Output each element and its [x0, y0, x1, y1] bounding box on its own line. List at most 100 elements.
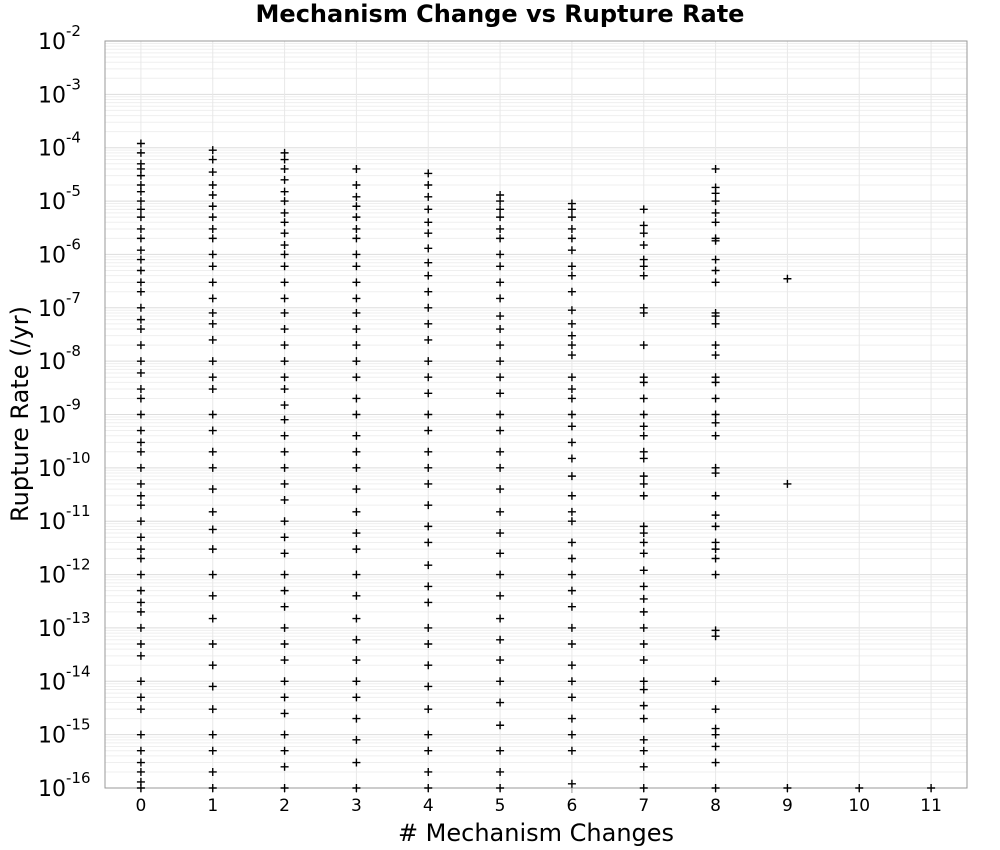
data-point: [424, 335, 433, 344]
data-point: [496, 389, 505, 398]
data-point: [496, 784, 505, 792]
data-point: [711, 431, 720, 440]
grid-lines: [105, 41, 967, 789]
data-point: [424, 479, 433, 488]
data-point: [711, 278, 720, 287]
data-point: [352, 164, 361, 173]
data-point: [208, 202, 217, 211]
data-point: [567, 554, 576, 563]
data-point: [424, 447, 433, 456]
data-point: [639, 538, 648, 547]
data-point: [136, 181, 145, 190]
data-point: [424, 767, 433, 776]
data-point: [136, 730, 145, 739]
data-point: [496, 410, 505, 419]
y-tick-base: 10: [38, 30, 66, 55]
data-point: [280, 730, 289, 739]
data-point: [136, 410, 145, 419]
data-point: [927, 784, 936, 792]
data-point: [567, 306, 576, 315]
data-points: [136, 139, 936, 792]
data-point: [496, 591, 505, 600]
x-tick-label: 6: [567, 796, 578, 816]
data-point: [639, 623, 648, 632]
data-point: [280, 218, 289, 227]
data-point: [352, 394, 361, 403]
data-point: [208, 181, 217, 190]
data-point: [280, 164, 289, 173]
data-point: [567, 623, 576, 632]
data-point: [352, 447, 361, 456]
data-point: [711, 491, 720, 500]
data-point: [711, 522, 720, 531]
data-point: [639, 607, 648, 616]
data-point: [639, 262, 648, 271]
data-point: [424, 639, 433, 648]
data-point: [496, 721, 505, 730]
data-point: [208, 614, 217, 623]
data-point: [496, 197, 505, 206]
data-point: [280, 294, 289, 303]
data-point: [208, 507, 217, 516]
x-axis-title: # Mechanism Changes: [398, 819, 674, 847]
data-point: [567, 385, 576, 394]
data-point: [639, 205, 648, 214]
data-point: [424, 784, 433, 792]
y-tick-exponent: -3: [66, 75, 81, 93]
data-point: [639, 529, 648, 538]
data-point: [352, 224, 361, 233]
data-point: [567, 287, 576, 296]
data-point: [567, 341, 576, 350]
data-point: [136, 278, 145, 287]
data-point: [352, 357, 361, 366]
data-point: [567, 746, 576, 755]
data-point: [208, 308, 217, 317]
data-point: [208, 262, 217, 271]
data-point: [424, 538, 433, 547]
data-point: [136, 255, 145, 264]
data-point: [567, 472, 576, 481]
data-point: [136, 394, 145, 403]
data-point: [496, 549, 505, 558]
data-point: [424, 623, 433, 632]
data-point: [639, 735, 648, 744]
data-point: [711, 730, 720, 739]
data-point: [496, 656, 505, 665]
data-point: [567, 517, 576, 526]
y-tick-label: 10-16: [38, 769, 91, 802]
data-point: [424, 271, 433, 280]
data-point: [136, 438, 145, 447]
data-point: [567, 586, 576, 595]
data-point: [424, 705, 433, 714]
data-point: [352, 181, 361, 190]
data-point: [136, 139, 145, 148]
y-tick-base: 10: [38, 137, 66, 162]
data-point: [208, 385, 217, 394]
data-point: [639, 762, 648, 771]
data-point: [496, 677, 505, 686]
data-point: [783, 274, 792, 283]
data-point: [352, 325, 361, 334]
y-tick-base: 10: [38, 724, 66, 749]
data-point: [208, 373, 217, 382]
data-point: [496, 357, 505, 366]
y-tick-base: 10: [38, 617, 66, 642]
data-point: [208, 463, 217, 472]
data-point: [711, 554, 720, 563]
data-point: [567, 271, 576, 280]
data-point: [567, 262, 576, 271]
data-point: [136, 784, 145, 792]
data-point: [496, 341, 505, 350]
data-point: [567, 779, 576, 788]
y-tick-label: 10-14: [38, 662, 91, 695]
data-point: [208, 545, 217, 554]
data-point: [567, 422, 576, 431]
data-point: [280, 602, 289, 611]
data-point: [136, 479, 145, 488]
data-point: [567, 570, 576, 579]
x-tick-label: 10: [848, 796, 870, 816]
data-point: [424, 303, 433, 312]
y-tick-base: 10: [38, 564, 66, 589]
data-point: [639, 582, 648, 591]
data-point: [567, 234, 576, 243]
